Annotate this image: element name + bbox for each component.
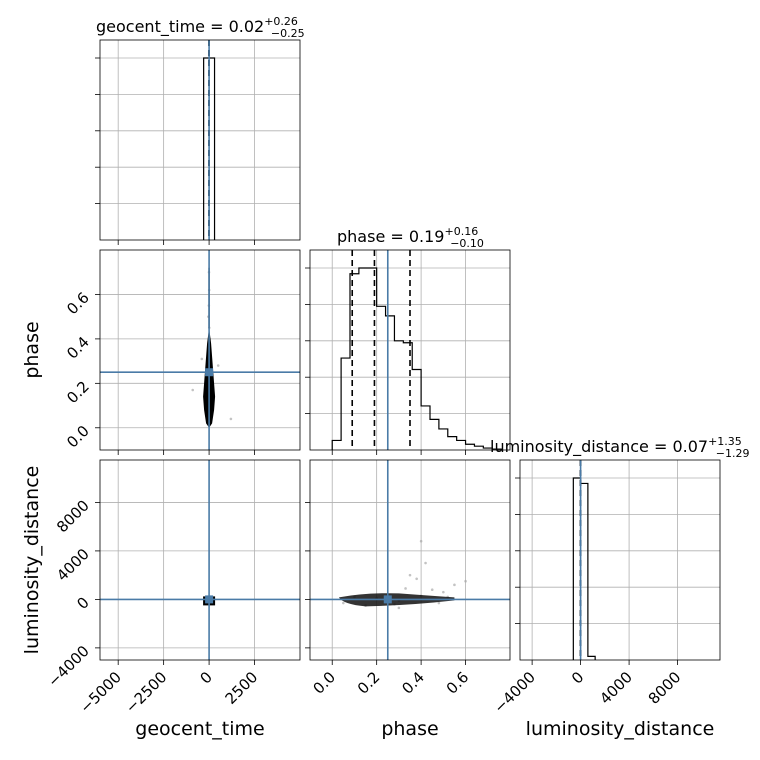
xtick-label-geocent_time: 0	[196, 668, 215, 687]
ytick-label-phase: 0.6	[63, 289, 93, 319]
sample-point	[397, 606, 401, 610]
title-geocent-time: geocent_time = 0.02+0.26 −0.25	[96, 15, 305, 40]
panel-luminosity-distance-histogram	[515, 459, 721, 665]
panel-luminosity-distance-vs-geocent-time	[95, 459, 301, 665]
histogram-luminosity_distance	[572, 477, 596, 660]
title-phase: phase = 0.19+0.16 −0.10	[337, 225, 484, 250]
sample-point	[464, 579, 467, 583]
sample-point	[200, 357, 204, 361]
scatter-layer	[191, 267, 233, 428]
panel-geocent-time-histogram	[95, 39, 301, 245]
sample-point	[415, 577, 418, 581]
xlabel-luminosity-distance: luminosity_distance	[526, 718, 715, 740]
axes-frame	[99, 249, 301, 451]
ytick-label-luminosity_distance: −4000	[44, 642, 93, 691]
xtick-label-phase: 0.2	[354, 668, 384, 698]
axes-frame	[99, 459, 301, 661]
xtick-label-phase: 0.4	[398, 668, 428, 698]
panel-phase-vs-geocent-time	[95, 249, 301, 455]
sample-point	[442, 590, 445, 594]
xtick-label-geocent_time: −2500	[122, 668, 171, 717]
axes-frame	[519, 459, 721, 661]
xtick-label-luminosity_distance: 8000	[645, 668, 685, 708]
xlabel-phase: phase	[381, 718, 438, 740]
ylabel-luminosity-distance: luminosity_distance	[21, 466, 43, 655]
sample-point	[453, 583, 456, 587]
xtick-label-luminosity_distance: 4000	[596, 668, 636, 708]
sample-point	[191, 388, 195, 392]
ytick-label-luminosity_distance: 0	[73, 593, 92, 612]
xtick-label-phase: 0.0	[309, 668, 339, 698]
sample-point	[408, 573, 412, 577]
panel-luminosity-distance-vs-phase	[305, 459, 511, 665]
ytick-label-luminosity_distance: 8000	[53, 497, 93, 537]
truth-marker	[205, 595, 214, 604]
axes-frame	[99, 39, 301, 241]
axes-frame	[309, 459, 511, 661]
xlabel-geocent-time: geocent_time	[135, 718, 264, 740]
ytick-label-luminosity_distance: 4000	[53, 545, 93, 585]
axes-frame	[309, 249, 511, 451]
ylabel-phase: phase	[21, 321, 43, 378]
sample-point	[437, 601, 441, 605]
sample-point	[424, 561, 427, 565]
ytick-label-phase: 0.2	[63, 377, 93, 407]
title-luminosity-distance: luminosity_distance = 0.07+1.35 −1.29	[490, 435, 750, 460]
sample-point	[430, 588, 434, 591]
sample-point	[404, 587, 407, 590]
xtick-label-geocent_time: −5000	[76, 668, 125, 717]
sample-point	[419, 539, 423, 543]
truth-marker	[383, 595, 392, 604]
sample-point	[342, 601, 345, 605]
xtick-label-luminosity_distance: −4000	[490, 668, 539, 717]
ytick-label-phase: 0.4	[63, 333, 93, 363]
histogram-phase	[331, 267, 502, 450]
sample-point	[229, 417, 233, 421]
xtick-label-geocent_time: 2500	[222, 668, 262, 708]
xtick-label-phase: 0.6	[443, 668, 473, 698]
truth-marker	[205, 368, 214, 377]
ytick-label-phase: 0.0	[63, 422, 93, 452]
xtick-label-luminosity_distance: 0	[568, 668, 587, 687]
panel-phase-histogram	[305, 249, 511, 455]
sample-point	[216, 364, 220, 367]
